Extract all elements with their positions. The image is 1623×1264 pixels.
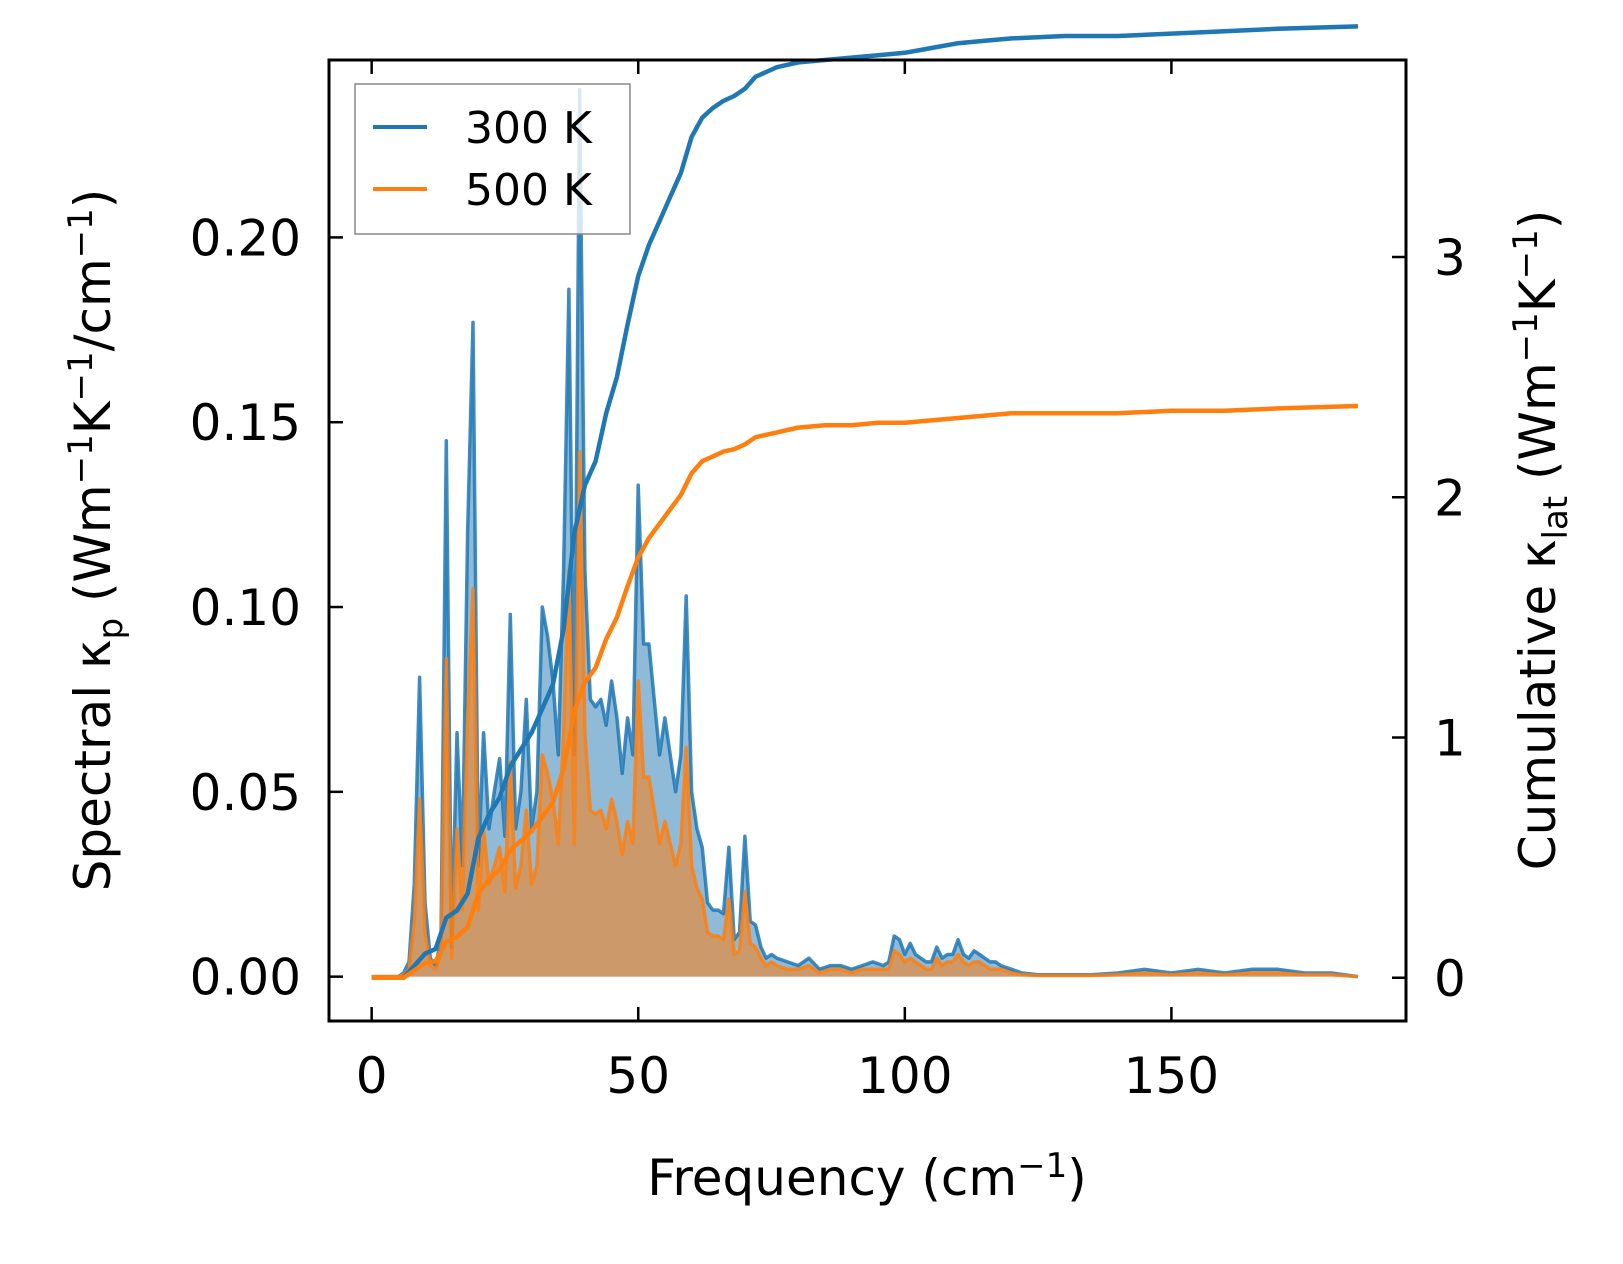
legend: 300 K 500 K	[354, 83, 631, 235]
spectral-area-300k	[371, 89, 1358, 977]
legend-label-500k: 500 K	[465, 165, 593, 216]
y-left-tick-label: 0.00	[190, 949, 301, 1007]
x-tick-label: 150	[1124, 1047, 1219, 1105]
x-tick-label: 0	[356, 1047, 388, 1105]
y-left-tick-label: 0.20	[190, 209, 301, 267]
y-axis-right-label: Cumulative κlat (Wm−1K−1)	[1506, 210, 1576, 870]
y-right-tick-label: 0	[1434, 950, 1466, 1008]
cumulative-line-500k	[371, 403, 1359, 981]
x-axis-label: Frequency (cm−1)	[647, 1146, 1087, 1207]
spectral-line-500k	[371, 450, 1359, 979]
y-left-tick-label: 0.10	[190, 579, 301, 637]
plot-frame	[327, 58, 1408, 1023]
cumulative-line-300k	[371, 24, 1359, 981]
x-tick-label: 50	[606, 1047, 670, 1105]
y-right-tick-label: 3	[1434, 229, 1466, 287]
legend-label-300k: 300 K	[465, 103, 593, 154]
series-layer	[371, 24, 1359, 981]
y-right-tick-label: 1	[1434, 710, 1466, 768]
y-right-tick-label: 2	[1434, 469, 1466, 527]
ticks-layer: 0 50 100 150 0.00 0.05 0.10 0.15 0.20 0 1 2 3	[190, 60, 1466, 1105]
y-left-tick-label: 0.15	[190, 394, 301, 452]
legend-box	[354, 83, 631, 235]
spectral-line-300k	[371, 87, 1359, 979]
y-axis-left-label: Spectral κp (Wm−1K−1/cm−1)	[61, 189, 131, 892]
y-left-tick-label: 0.05	[190, 764, 301, 822]
spectral-area-500k	[371, 451, 1358, 977]
x-tick-label: 100	[857, 1047, 952, 1105]
plot-area	[371, 24, 1359, 981]
